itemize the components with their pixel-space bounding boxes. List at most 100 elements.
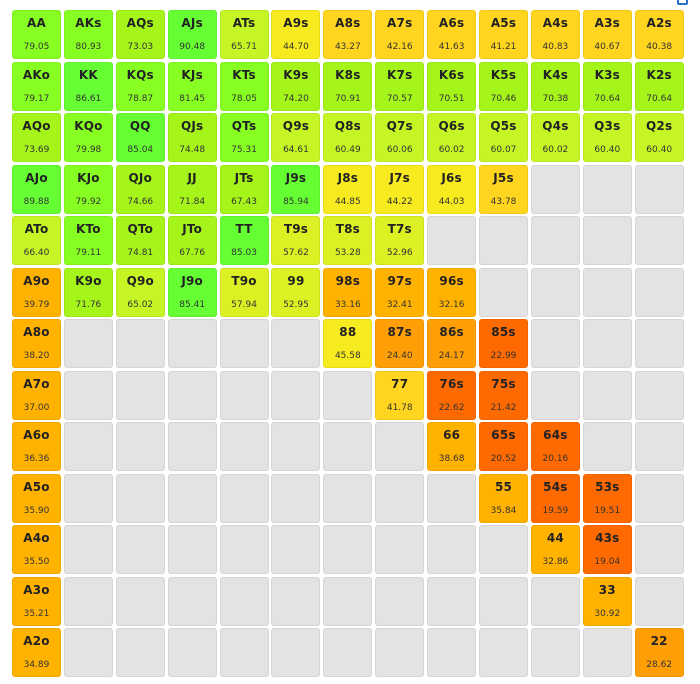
hand-cell-j9o[interactable]: J9o 85.41 [167, 267, 217, 317]
hand-cell-k6s[interactable]: K6s 70.51 [427, 61, 477, 111]
hand-label: KJs [181, 67, 203, 82]
hand-cell-77[interactable]: 77 41.78 [375, 370, 425, 420]
hand-cell-a5s[interactable]: A5s 41.21 [479, 10, 529, 59]
hand-cell-q4s[interactable]: Q4s 60.02 [530, 113, 580, 162]
hand-cell-k5s[interactable]: K5s 70.46 [479, 61, 529, 111]
hand-cell-a3o[interactable]: A3o 35.21 [12, 576, 61, 626]
hand-cell-k3s[interactable]: K3s 70.64 [582, 61, 632, 111]
hand-cell-85s[interactable]: 85s 22.99 [479, 319, 529, 368]
hand-cell-97s[interactable]: 97s 32.41 [375, 267, 425, 317]
hand-cell-k4s[interactable]: K4s 70.38 [530, 61, 580, 111]
hand-cell-q8s[interactable]: Q8s 60.49 [323, 113, 373, 162]
hand-cell-qq[interactable]: QQ 85.04 [115, 113, 165, 162]
hand-cell-ato[interactable]: ATo 66.40 [12, 216, 61, 265]
hand-cell-qjo[interactable]: QJo 74.66 [115, 164, 165, 214]
hand-cell-j5s[interactable]: J5s 43.78 [479, 164, 529, 214]
hand-label: K8s [335, 67, 361, 82]
hand-cell-j6s[interactable]: J6s 44.03 [427, 164, 477, 214]
hand-cell-q3s[interactable]: Q3s 60.40 [582, 113, 632, 162]
hand-cell-65s[interactable]: 65s 20.52 [479, 422, 529, 471]
hand-cell-kk[interactable]: KK 86.61 [63, 61, 113, 111]
hand-cell-86s[interactable]: 86s 24.17 [427, 319, 477, 368]
hand-cell-jto[interactable]: JTo 67.76 [167, 216, 217, 265]
hand-cell-j9s[interactable]: J9s 85.94 [271, 164, 321, 214]
hand-cell-ajo[interactable]: AJo 89.88 [12, 164, 61, 214]
hand-cell-76s[interactable]: 76s 22.62 [427, 370, 477, 420]
hand-cell-k7s[interactable]: K7s 70.57 [375, 61, 425, 111]
hand-cell-aa[interactable]: AA 79.05 [12, 10, 61, 59]
hand-cell-tt[interactable]: TT 85.03 [219, 216, 269, 265]
hand-cell-66[interactable]: 66 38.68 [427, 422, 477, 471]
hand-cell-a2s[interactable]: A2s 40.38 [634, 10, 684, 59]
hand-cell-a5o[interactable]: A5o 35.90 [12, 473, 61, 523]
hand-cell-jj[interactable]: JJ 71.84 [167, 164, 217, 214]
hand-cell-q9s[interactable]: Q9s 64.61 [271, 113, 321, 162]
hand-cell-qjs[interactable]: QJs 74.48 [167, 113, 217, 162]
hand-cell-q7s[interactable]: Q7s 60.06 [375, 113, 425, 162]
hand-cell-96s[interactable]: 96s 32.16 [427, 267, 477, 317]
hand-cell-ako[interactable]: AKo 79.17 [12, 61, 61, 111]
hand-cell-j7s[interactable]: J7s 44.22 [375, 164, 425, 214]
hand-cell-q5s[interactable]: Q5s 60.07 [479, 113, 529, 162]
hand-cell-87s[interactable]: 87s 24.40 [375, 319, 425, 368]
hand-label: AJs [181, 16, 203, 30]
hand-cell-a2o[interactable]: A2o 34.89 [12, 628, 61, 677]
hand-cell-a7o[interactable]: A7o 37.00 [12, 370, 61, 420]
hand-cell-ajs[interactable]: AJs 90.48 [167, 10, 217, 59]
hand-cell-98s[interactable]: 98s 33.16 [323, 267, 373, 317]
hand-cell-kjs[interactable]: KJs 81.45 [167, 61, 217, 111]
hand-cell-aqo[interactable]: AQo 73.69 [12, 113, 61, 162]
hand-cell-54s[interactable]: 54s 19.59 [530, 473, 580, 523]
hand-cell-a9o[interactable]: A9o 39.79 [12, 267, 61, 317]
hand-cell-a4o[interactable]: A4o 35.50 [12, 525, 61, 574]
corner-checkbox-icon[interactable] [677, 0, 688, 5]
hand-label: 85s [491, 325, 516, 339]
hand-cell-t7s[interactable]: T7s 52.96 [375, 216, 425, 265]
hand-cell-88[interactable]: 88 45.58 [323, 319, 373, 368]
hand-cell-q9o[interactable]: Q9o 65.02 [115, 267, 165, 317]
hand-cell-kto[interactable]: KTo 79.11 [63, 216, 113, 265]
hand-cell-aks[interactable]: AKs 80.93 [63, 10, 113, 59]
hand-cell-t9s[interactable]: T9s 57.62 [271, 216, 321, 265]
hand-cell-a7s[interactable]: A7s 42.16 [375, 10, 425, 59]
hand-cell-k9s[interactable]: K9s 74.20 [271, 61, 321, 111]
hand-cell-75s[interactable]: 75s 21.42 [479, 370, 529, 420]
hand-value: 67.76 [179, 248, 206, 258]
hand-value: 20.16 [542, 454, 569, 464]
hand-cell-t8s[interactable]: T8s 53.28 [323, 216, 373, 265]
hand-cell-99[interactable]: 99 52.95 [271, 267, 321, 317]
hand-label: Q6s [438, 119, 465, 133]
hand-cell-53s[interactable]: 53s 19.51 [582, 473, 632, 523]
hand-cell-ats[interactable]: ATs 65.71 [219, 10, 269, 59]
hand-cell-a6s[interactable]: A6s 41.63 [427, 10, 477, 59]
hand-cell-kts[interactable]: KTs 78.05 [219, 61, 269, 111]
hand-cell-43s[interactable]: 43s 19.04 [582, 525, 632, 574]
empty-cell [271, 422, 321, 471]
hand-cell-q2s[interactable]: Q2s 60.40 [634, 113, 684, 162]
hand-cell-q6s[interactable]: Q6s 60.02 [427, 113, 477, 162]
hand-cell-55[interactable]: 55 35.84 [479, 473, 529, 523]
hand-cell-k9o[interactable]: K9o 71.76 [63, 267, 113, 317]
hand-cell-qto[interactable]: QTo 74.81 [115, 216, 165, 265]
hand-cell-33[interactable]: 33 30.92 [582, 576, 632, 626]
hand-cell-kqo[interactable]: KQo 79.98 [63, 113, 113, 162]
hand-cell-a9s[interactable]: A9s 44.70 [271, 10, 321, 59]
hand-cell-a8o[interactable]: A8o 38.20 [12, 319, 61, 368]
hand-cell-k8s[interactable]: K8s 70.91 [323, 61, 373, 111]
hand-cell-jts[interactable]: JTs 67.43 [219, 164, 269, 214]
hand-cell-64s[interactable]: 64s 20.16 [530, 422, 580, 471]
hand-cell-kqs[interactable]: KQs 78.87 [115, 61, 165, 111]
hand-cell-a4s[interactable]: A4s 40.83 [530, 10, 580, 59]
hand-cell-qts[interactable]: QTs 75.31 [219, 113, 269, 162]
empty-cell [63, 576, 113, 626]
hand-cell-kjo[interactable]: KJo 79.92 [63, 164, 113, 214]
hand-cell-k2s[interactable]: K2s 70.64 [634, 61, 684, 111]
hand-cell-j8s[interactable]: J8s 44.85 [323, 164, 373, 214]
hand-cell-44[interactable]: 44 32.86 [530, 525, 580, 574]
hand-cell-aqs[interactable]: AQs 73.03 [115, 10, 165, 59]
hand-cell-22[interactable]: 22 28.62 [634, 628, 684, 677]
hand-cell-a3s[interactable]: A3s 40.67 [582, 10, 632, 59]
hand-cell-a6o[interactable]: A6o 36.36 [12, 422, 61, 471]
hand-cell-t9o[interactable]: T9o 57.94 [219, 267, 269, 317]
hand-cell-a8s[interactable]: A8s 43.27 [323, 10, 373, 59]
